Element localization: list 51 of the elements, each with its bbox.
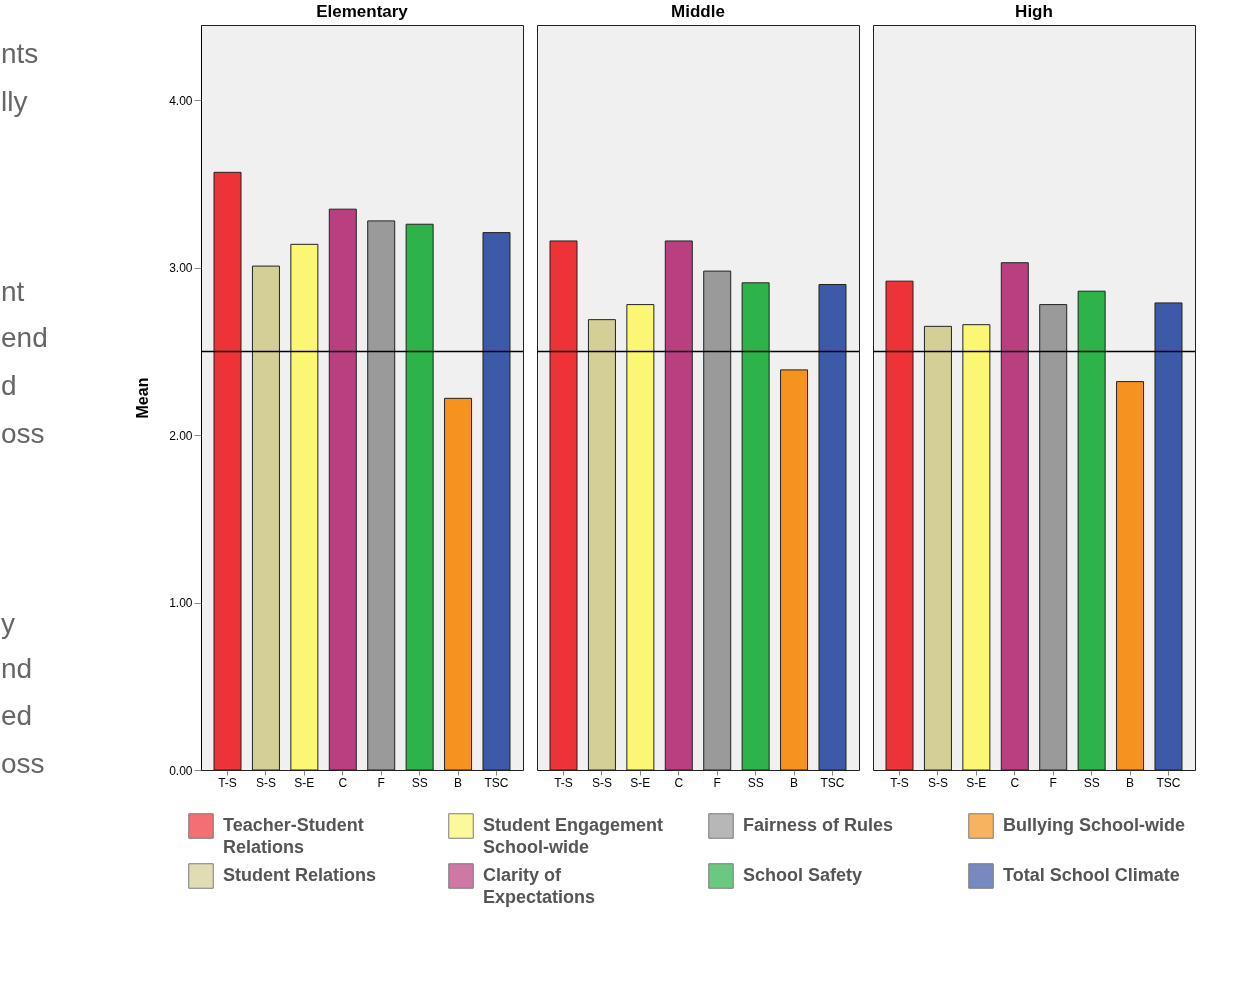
text: lly — [1, 86, 28, 117]
x-tick-label: B — [790, 775, 799, 790]
x-tick-label: S-S — [255, 775, 276, 790]
x-tick-label: F — [1049, 775, 1057, 790]
x-tick-label: S-E — [966, 775, 987, 790]
x-tick-label: S-S — [927, 775, 948, 790]
legend-label: Total School Climate — [1003, 865, 1180, 885]
x-tick-label: SS — [1083, 775, 1100, 790]
legend-label: Student Relations — [223, 865, 377, 885]
y-tick-label: 1.00 — [169, 596, 193, 611]
text: oss — [1, 418, 45, 449]
x-tick-label: C — [338, 775, 348, 790]
x-tick-label: F — [377, 775, 385, 790]
legend-label: School Safety — [743, 865, 863, 885]
x-tick-label: T-S — [218, 775, 237, 790]
x-tick-label: SS — [747, 775, 764, 790]
text: end — [1, 322, 48, 353]
legend-label: Fairness of Rules — [743, 815, 894, 835]
y-axis-title: Mean — [134, 377, 152, 419]
legend-label: Teacher-Student Relations — [223, 815, 364, 857]
x-tick-label: TSC — [484, 775, 509, 790]
legend-label: Student Engagement School-wide — [483, 815, 664, 857]
legend-label: Bullying School-wide — [1003, 815, 1186, 835]
legend-label: Clarity of Expectations — [483, 865, 596, 907]
x-tick-label: TSC — [1156, 775, 1181, 790]
x-tick-label: S-S — [591, 775, 612, 790]
text: ed — [1, 700, 33, 731]
chart-title: Elementary — [316, 2, 409, 21]
text: y — [1, 608, 15, 639]
x-tick-label: C — [1010, 775, 1020, 790]
x-tick-label: B — [454, 775, 463, 790]
x-tick-label: C — [674, 775, 684, 790]
y-tick-label: 0.00 — [169, 763, 193, 778]
chart-title: Middle — [671, 2, 725, 21]
x-tick-label: TSC — [820, 775, 845, 790]
text: nt — [1, 276, 25, 307]
x-tick-label: SS — [411, 775, 428, 790]
x-tick-label: T-S — [554, 775, 573, 790]
x-tick-label: T-S — [890, 775, 909, 790]
chart-title: High — [1015, 2, 1053, 21]
y-tick-label: 3.00 — [169, 261, 193, 276]
x-tick-label: F — [713, 775, 721, 790]
text: nts — [1, 38, 39, 69]
text: d — [1, 370, 17, 401]
text: oss — [1, 748, 45, 779]
y-tick-label: 2.00 — [169, 428, 193, 443]
x-tick-label: S-E — [294, 775, 315, 790]
x-tick-label: B — [1126, 775, 1135, 790]
text: nd — [1, 653, 33, 684]
y-tick-label: 4.00 — [169, 93, 193, 108]
x-tick-label: S-E — [630, 775, 651, 790]
